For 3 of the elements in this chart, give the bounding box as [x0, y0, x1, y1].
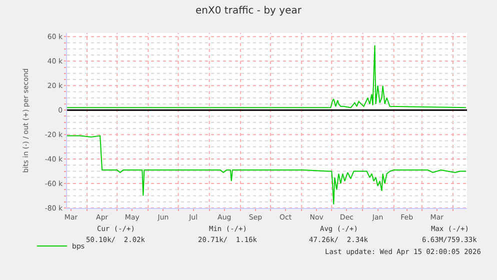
chart-title: enX0 traffic - by year [196, 6, 302, 16]
line-series [67, 135, 466, 205]
line-series [67, 44, 466, 108]
